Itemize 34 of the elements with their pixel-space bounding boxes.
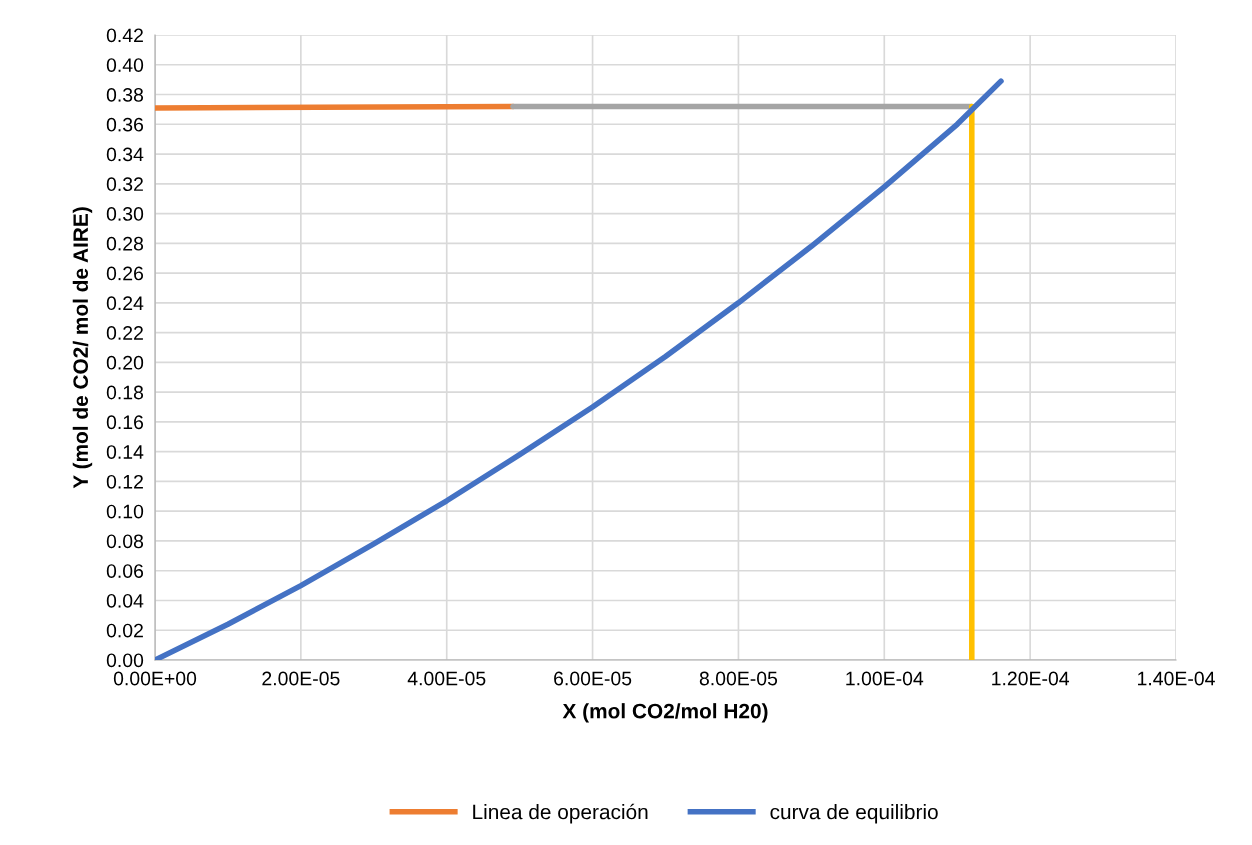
y-tick-label: 0.14 bbox=[106, 445, 144, 459]
y-tick-label: 0.36 bbox=[106, 117, 144, 132]
x-tick-label: 0.00E+00 bbox=[113, 671, 197, 686]
y-tick-label: 0.12 bbox=[106, 474, 143, 489]
y-tick-label: 0.10 bbox=[106, 504, 144, 519]
x-tick-label: 4.00E-05 bbox=[407, 671, 486, 686]
y-tick-label: 0.34 bbox=[106, 147, 144, 162]
y-axis-title: Y (mol de CO2/ mol de AIRE) bbox=[72, 207, 93, 489]
x-tick-label: 8.00E-05 bbox=[699, 671, 778, 686]
x-tick-label: 1.00E-04 bbox=[846, 671, 924, 686]
y-tick-label: 0.18 bbox=[106, 385, 144, 400]
x-tick-label: 1.20E-04 bbox=[992, 671, 1070, 686]
y-tick-label: 0.16 bbox=[106, 415, 144, 430]
y-tick-label: 0.24 bbox=[106, 296, 144, 311]
y-tick-label: 0.32 bbox=[106, 177, 143, 192]
x-tick-label: 2.00E-05 bbox=[262, 671, 340, 686]
y-tick-label: 0.20 bbox=[106, 355, 144, 370]
legend-label: curva de equilibrio bbox=[770, 803, 938, 824]
y-tick-label: 0.00 bbox=[106, 653, 144, 668]
legend-label: Linea de operación bbox=[473, 803, 648, 824]
y-tick-label: 0.28 bbox=[106, 236, 144, 251]
y-tick-label: 0.42 bbox=[106, 28, 143, 43]
y-tick-label: 0.08 bbox=[106, 534, 144, 549]
x-axis-title: X (mol CO2/mol H20) bbox=[562, 703, 768, 723]
y-tick-label: 0.02 bbox=[106, 623, 143, 638]
x-tick-label: 6.00E-05 bbox=[554, 671, 632, 686]
y-tick-label: 0.26 bbox=[106, 266, 144, 281]
x-tick-label: 1.40E-04 bbox=[1138, 671, 1215, 686]
y-tick-label: 0.22 bbox=[106, 326, 143, 340]
y-tick-label: 0.38 bbox=[106, 87, 144, 102]
y-tick-label: 0.30 bbox=[106, 207, 144, 221]
y-tick-label: 0.40 bbox=[106, 58, 144, 72]
y-tick-label: 0.04 bbox=[106, 593, 144, 608]
y-tick-label: 0.06 bbox=[106, 564, 144, 578]
